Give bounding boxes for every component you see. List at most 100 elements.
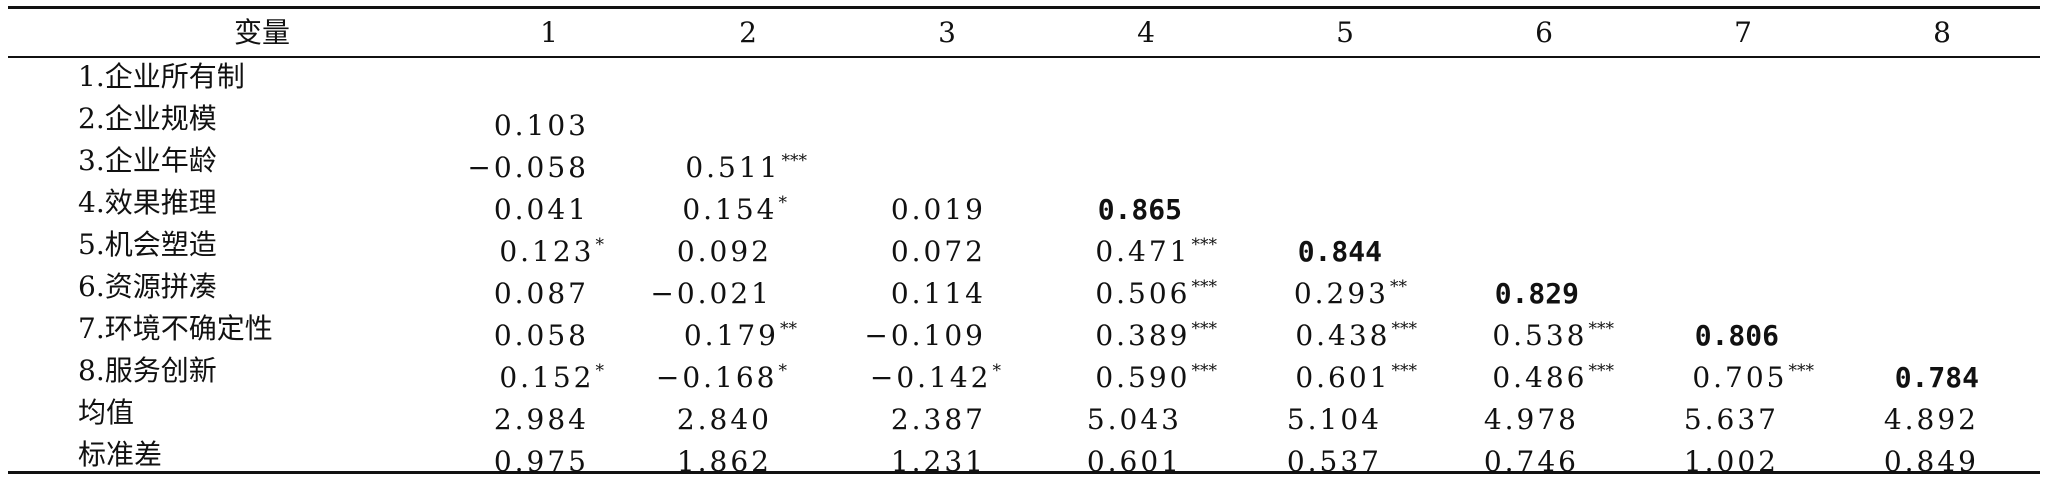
- diagonal-value-cell: 0.844: [1298, 228, 1383, 269]
- table-cell: 2.840: [677, 396, 773, 437]
- cell-value: 0.293: [1293, 277, 1389, 310]
- table-cell: 0.058: [494, 312, 590, 353]
- cell-value: 0.179: [683, 319, 779, 352]
- table-cell: 0.072: [891, 228, 987, 269]
- cell-value: 0.705: [1692, 361, 1788, 394]
- cell-value: 5.637: [1683, 403, 1779, 436]
- table-cell: 1.231: [891, 438, 987, 479]
- significance-marker: ***: [1788, 361, 1815, 381]
- significance-marker: ***: [1191, 319, 1218, 339]
- row-label: 4.效果推理: [78, 186, 217, 219]
- header-col-1: 1: [540, 16, 558, 49]
- table-cell: 0.293**: [1294, 270, 1407, 311]
- cell-value: 2.984: [493, 403, 589, 436]
- row-label: 1.企业所有制: [78, 60, 245, 93]
- table-cell: 0.092: [677, 228, 773, 269]
- cell-value: 0.865: [1097, 193, 1182, 226]
- table-cell: 5.043: [1087, 396, 1183, 437]
- significance-marker: ***: [781, 151, 808, 171]
- table-cell: 0.154*: [682, 186, 787, 227]
- cell-value: −0.168: [655, 361, 778, 394]
- table-cell: 0.849: [1884, 438, 1980, 479]
- row-label: 6.资源拼凑: [78, 270, 217, 303]
- table-cell: −0.142*: [870, 354, 1001, 395]
- cell-value: 0.511: [685, 151, 781, 184]
- cell-value: 0.506: [1095, 277, 1191, 310]
- cell-value: 0.844: [1297, 235, 1382, 268]
- header-col-5: 5: [1336, 16, 1354, 49]
- cell-value: 0.058: [493, 319, 589, 352]
- table-cell: 1.862: [677, 438, 773, 479]
- header-variable: 变量: [233, 16, 291, 49]
- significance-marker: *: [595, 361, 605, 381]
- table-cell: 0.511***: [685, 144, 807, 185]
- table-cell: 4.892: [1884, 396, 1980, 437]
- cell-value: 0.072: [890, 235, 986, 268]
- table-cell: 0.041: [494, 186, 590, 227]
- cell-value: 0.471: [1095, 235, 1191, 268]
- cell-value: −0.021: [650, 277, 772, 310]
- table-cell: 0.114: [891, 270, 987, 311]
- header-col-8: 8: [1933, 16, 1951, 49]
- table-cell: 0.601***: [1295, 354, 1417, 395]
- row-label: 7.环境不确定性: [78, 312, 273, 345]
- cell-value: −0.142: [869, 361, 992, 394]
- header-col-4: 4: [1137, 16, 1155, 49]
- table-cell: 2.984: [494, 396, 590, 437]
- row-label: 标准差: [78, 438, 163, 471]
- table-cell: 5.637: [1684, 396, 1780, 437]
- table-cell: 0.590***: [1095, 354, 1217, 395]
- cell-value: 0.152: [499, 361, 595, 394]
- significance-marker: *: [992, 361, 1002, 381]
- row-label: 均值: [78, 396, 135, 429]
- cell-value: 0.114: [890, 277, 986, 310]
- cell-value: 2.387: [890, 403, 986, 436]
- row-label: 8.服务创新: [78, 354, 217, 387]
- table-cell: 0.152*: [499, 354, 604, 395]
- cell-value: 1.862: [676, 445, 772, 478]
- cell-value: 0.087: [493, 277, 589, 310]
- diagonal-value-cell: 0.865: [1098, 186, 1183, 227]
- diagonal-value-cell: 0.829: [1495, 270, 1580, 311]
- table-cell: 0.538***: [1492, 312, 1614, 353]
- table-cell: 0.486***: [1492, 354, 1614, 395]
- header-col-6: 6: [1535, 16, 1553, 49]
- cell-value: 4.978: [1483, 403, 1579, 436]
- table-cell: 0.019: [891, 186, 987, 227]
- table-cell: 0.975: [494, 438, 590, 479]
- header-col-2: 2: [739, 16, 757, 49]
- cell-value: 0.601: [1086, 445, 1182, 478]
- row-label: 3.企业年龄: [78, 144, 217, 177]
- table-cell: 0.438***: [1295, 312, 1417, 353]
- table-cell: 0.506***: [1095, 270, 1217, 311]
- cell-value: 0.092: [676, 235, 772, 268]
- table-cell: 0.471***: [1095, 228, 1217, 269]
- table-cell: 5.104: [1287, 396, 1383, 437]
- table-cell: 0.389***: [1095, 312, 1217, 353]
- cell-value: 0.103: [493, 109, 589, 142]
- table-cell: 0.087: [494, 270, 590, 311]
- table-cell: 0.103: [494, 102, 590, 143]
- significance-marker: *: [595, 235, 605, 255]
- cell-value: 0.538: [1492, 319, 1588, 352]
- cell-value: 1.231: [890, 445, 986, 478]
- significance-marker: ***: [1391, 319, 1418, 339]
- cell-value: 0.041: [493, 193, 589, 226]
- significance-marker: ***: [1191, 235, 1218, 255]
- significance-marker: ***: [1191, 277, 1218, 297]
- table-top-rule: [8, 6, 2040, 9]
- cell-value: 0.537: [1286, 445, 1382, 478]
- significance-marker: ***: [1588, 361, 1615, 381]
- table-cell: −0.109: [864, 312, 987, 353]
- cell-value: −0.058: [467, 151, 589, 184]
- table-header-rule: [8, 56, 2040, 58]
- diagonal-value-cell: 0.806: [1695, 312, 1780, 353]
- significance-marker: ***: [1391, 361, 1418, 381]
- table-cell: 2.387: [891, 396, 987, 437]
- table-cell: 0.537: [1287, 438, 1383, 479]
- significance-marker: **: [1390, 277, 1407, 297]
- significance-marker: *: [778, 193, 788, 213]
- cell-value: 0.438: [1295, 319, 1391, 352]
- table-cell: −0.021: [650, 270, 773, 311]
